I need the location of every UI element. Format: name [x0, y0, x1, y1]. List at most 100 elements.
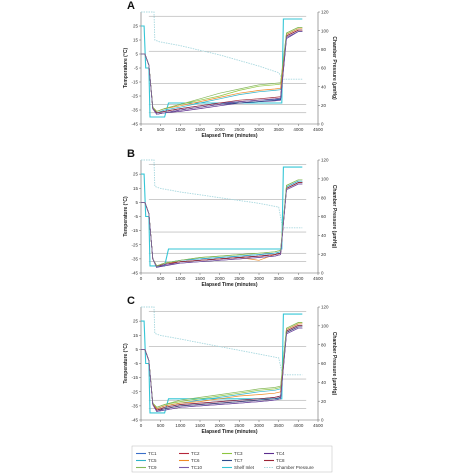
y2-tick-label: 80	[321, 47, 327, 52]
panel-letter: B	[127, 148, 135, 160]
y-tick-label: -45	[131, 122, 138, 127]
x-tick-label: 4000	[293, 423, 304, 428]
x-tick-label: 4000	[293, 127, 304, 132]
y2-tick-label: 100	[321, 176, 329, 181]
shelf-inlet-line	[141, 18, 303, 118]
y2-tick-label: 60	[321, 361, 327, 366]
y2-tick-label: 40	[321, 380, 327, 385]
legend-label: TC10	[191, 465, 203, 470]
x-tick-label: 4500	[313, 423, 324, 428]
y2-tick-label: 20	[321, 252, 327, 257]
y-tick-label: -15	[131, 228, 138, 233]
legend-label: TC4	[276, 451, 285, 456]
x-tick-label: 2500	[234, 276, 245, 281]
y-axis-title: Temperature (°C)	[123, 48, 129, 89]
panel-letter: A	[127, 0, 135, 12]
y2-tick-label: 60	[321, 66, 327, 71]
y2-tick-label: 20	[321, 399, 327, 404]
series-line-tc10	[141, 183, 303, 268]
y-tick-label: 5	[135, 347, 138, 352]
y2-tick-label: 100	[321, 323, 329, 328]
y2-axis-title: Chamber Pressure (μmHg)	[331, 332, 337, 396]
x-tick-label: 500	[157, 276, 165, 281]
y-tick-label: -35	[131, 108, 138, 113]
y2-tick-label: 40	[321, 84, 327, 89]
x-tick-label: 0	[140, 127, 143, 132]
y-tick-label: -25	[131, 389, 138, 394]
y2-tick-label: 40	[321, 233, 327, 238]
chamber-pressure-line	[141, 159, 303, 229]
x-tick-label: 4000	[293, 276, 304, 281]
series-line-tc10	[141, 327, 303, 412]
x-tick-label: 2000	[215, 423, 226, 428]
y2-tick-label: 120	[321, 158, 329, 163]
legend-label: TC2	[191, 451, 200, 456]
legend-label: TC5	[148, 458, 157, 463]
x-tick-label: 1500	[195, 127, 206, 132]
y-tick-label: 5	[135, 200, 138, 205]
x-tick-label: 500	[157, 423, 165, 428]
chamber-pressure-line	[141, 11, 303, 80]
series-line-tc7	[141, 182, 303, 268]
legend: TC1 TC2 TC3 TC4 TC5 TC6 TC7 TC8 TC9 TC10 Shelf Inl…	[131, 445, 333, 473]
y-tick-label: -5	[134, 214, 138, 219]
y2-tick-label: 120	[321, 10, 329, 15]
y-tick-label: -45	[131, 271, 138, 276]
y-tick-label: -15	[131, 80, 138, 85]
legend-label: TC7	[234, 458, 243, 463]
y2-axis-title: Chamber Pressure (μmHg)	[331, 36, 337, 100]
series-line-tc2	[141, 182, 303, 268]
x-tick-label: 500	[157, 127, 165, 132]
x-tick-label: 1000	[175, 127, 186, 132]
y-tick-label: -25	[131, 94, 138, 99]
y-tick-label: 25	[133, 319, 139, 324]
legend-label: TC3	[234, 451, 243, 456]
x-tick-label: 1500	[195, 423, 206, 428]
series-line-tc2	[141, 326, 303, 411]
x-axis-title: Elapsed Time (minutes)	[201, 429, 257, 435]
y2-tick-label: 100	[321, 28, 329, 33]
x-tick-label: 3000	[254, 423, 265, 428]
y-tick-label: -35	[131, 256, 138, 261]
y-axis-title: Temperature (°C)	[123, 196, 129, 237]
y2-tick-label: 0	[321, 122, 324, 127]
x-tick-label: 4500	[313, 276, 324, 281]
y2-tick-label: 80	[321, 342, 327, 347]
series-line-tc9	[141, 322, 303, 408]
y2-tick-label: 80	[321, 195, 327, 200]
y-tick-label: 25	[133, 24, 139, 29]
y-tick-label: 15	[133, 186, 139, 191]
x-tick-label: 2000	[215, 276, 226, 281]
y-tick-label: -5	[134, 66, 138, 71]
x-tick-label: 3500	[274, 276, 285, 281]
y-tick-label: -15	[131, 375, 138, 380]
x-tick-label: 2000	[215, 127, 226, 132]
legend-label: TC1	[148, 451, 157, 456]
x-tick-label: 2500	[234, 423, 245, 428]
x-tick-label: 3500	[274, 127, 285, 132]
legend-label: Chamber Pressure	[276, 465, 314, 470]
x-tick-label: 1000	[175, 423, 186, 428]
y-tick-label: -5	[134, 361, 138, 366]
y-tick-label: -25	[131, 242, 138, 247]
y-tick-label: 15	[133, 38, 139, 43]
y-axis-title: Temperature (°C)	[123, 343, 129, 384]
x-axis-title: Elapsed Time (minutes)	[201, 282, 257, 288]
x-tick-label: 1500	[195, 276, 206, 281]
y-tick-label: -35	[131, 403, 138, 408]
x-tick-label: 1000	[175, 276, 186, 281]
x-tick-label: 3000	[254, 127, 265, 132]
y-tick-label: -45	[131, 418, 138, 423]
y2-tick-label: 0	[321, 271, 324, 276]
x-tick-label: 2500	[234, 127, 245, 132]
y2-tick-label: 0	[321, 418, 324, 423]
y2-tick-label: 60	[321, 214, 327, 219]
x-tick-label: 0	[140, 276, 143, 281]
legend-label: TC8	[276, 458, 285, 463]
y2-tick-label: 20	[321, 103, 327, 108]
y2-axis-title: Chamber Pressure (μmHg)	[331, 185, 337, 249]
